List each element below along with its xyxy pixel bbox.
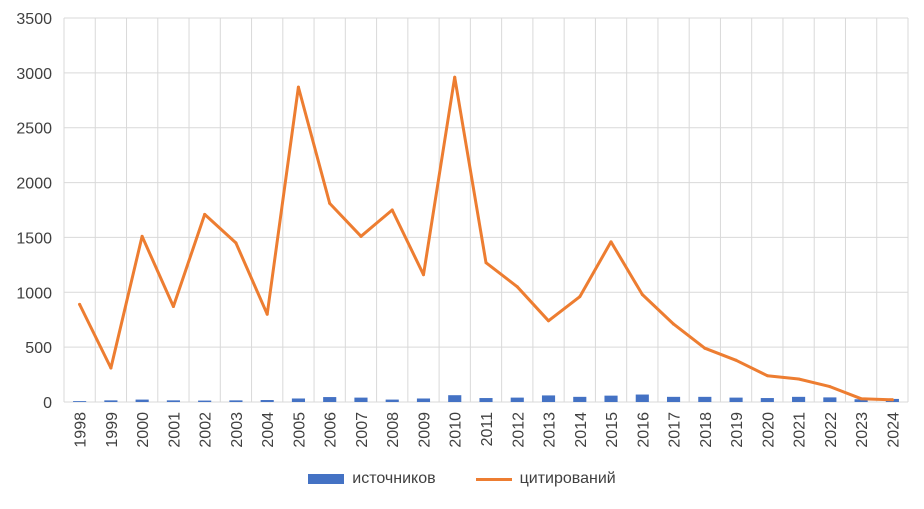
legend-item-bars: источников xyxy=(308,470,436,488)
x-tick-label: 2013 xyxy=(542,412,559,448)
bar xyxy=(541,395,556,402)
x-tick-label: 2018 xyxy=(698,412,715,448)
y-tick-label: 3000 xyxy=(16,66,52,83)
bar xyxy=(635,394,649,402)
x-tick-label: 2024 xyxy=(885,412,902,448)
bar xyxy=(385,399,399,402)
line-point xyxy=(296,85,300,89)
bar xyxy=(760,398,774,402)
bar xyxy=(854,399,868,402)
line-point xyxy=(78,302,82,306)
bar xyxy=(604,395,618,402)
legend-swatch-bars xyxy=(308,474,345,484)
line-point xyxy=(547,319,551,323)
x-tick-label: 2004 xyxy=(260,412,277,448)
series-line xyxy=(78,75,894,402)
y-tick-label: 1500 xyxy=(16,230,52,247)
line-point xyxy=(672,322,676,326)
legend-swatch-line xyxy=(475,477,512,481)
x-tick-label: 1998 xyxy=(73,412,90,448)
bar xyxy=(510,397,524,402)
line-point xyxy=(734,358,738,362)
legend: источников цитирований xyxy=(0,470,924,488)
y-tick-label: 500 xyxy=(25,340,52,357)
line-point xyxy=(390,208,394,212)
line-point xyxy=(703,346,707,350)
x-tick-label: 2003 xyxy=(229,412,246,448)
x-tick-label: 2007 xyxy=(354,412,371,448)
line-point xyxy=(640,292,644,296)
x-tick-label: 2006 xyxy=(323,412,340,448)
bar xyxy=(666,396,681,402)
bar xyxy=(229,400,243,402)
line-point xyxy=(234,241,238,245)
bar xyxy=(260,400,274,402)
line-point xyxy=(359,234,363,238)
line-point xyxy=(828,385,832,389)
bar xyxy=(73,401,87,402)
bar xyxy=(104,400,118,402)
line-point xyxy=(109,366,113,370)
x-tick-label: 2020 xyxy=(760,412,777,448)
bar xyxy=(291,398,306,402)
line-point xyxy=(265,312,269,316)
bar xyxy=(166,400,180,402)
x-tick-label: 2000 xyxy=(135,412,152,448)
x-tick-label: 2009 xyxy=(416,412,433,448)
line-point xyxy=(171,305,175,309)
line-point xyxy=(797,377,801,381)
bar xyxy=(698,396,712,402)
bar xyxy=(823,397,837,402)
y-tick-label: 3500 xyxy=(16,11,52,28)
x-tick-label: 2017 xyxy=(667,412,684,448)
x-tick-label: 2022 xyxy=(823,412,840,448)
bar xyxy=(792,396,806,402)
x-tick-label: 2023 xyxy=(854,412,871,448)
line-point xyxy=(859,397,863,401)
bar xyxy=(729,397,743,402)
line-point xyxy=(140,234,144,238)
bar xyxy=(416,398,431,402)
x-tick-label: 2010 xyxy=(448,412,465,448)
x-tick-label: 2002 xyxy=(198,412,215,448)
bar xyxy=(573,396,587,402)
line-point xyxy=(484,261,488,265)
line-point xyxy=(609,240,613,244)
line-point xyxy=(515,285,519,289)
line-point xyxy=(453,75,457,79)
bar xyxy=(354,397,368,402)
y-tick-label: 2000 xyxy=(16,176,52,193)
x-tick-label: 1999 xyxy=(104,412,121,448)
bar xyxy=(198,400,212,402)
x-tick-label: 2001 xyxy=(166,412,183,448)
x-tick-label: 2019 xyxy=(729,412,746,448)
line-point xyxy=(765,374,769,378)
y-tick-label: 0 xyxy=(43,395,52,412)
line-point xyxy=(578,295,582,299)
x-tick-label: 2021 xyxy=(792,412,809,448)
line-point xyxy=(890,398,894,402)
x-tick-label: 2015 xyxy=(604,412,621,448)
legend-item-line: цитирований xyxy=(475,470,616,488)
x-tick-label: 2012 xyxy=(510,412,527,448)
line-point xyxy=(203,212,207,216)
bar xyxy=(479,398,493,402)
x-tick-label: 2016 xyxy=(635,412,652,448)
x-tick-label: 2014 xyxy=(573,412,590,448)
line-point xyxy=(421,273,425,277)
legend-label-line: цитирований xyxy=(519,470,616,487)
x-tick-label: 2011 xyxy=(479,412,496,447)
x-tick-label: 2005 xyxy=(291,412,308,448)
bar xyxy=(448,395,462,402)
y-tick-label: 1000 xyxy=(16,285,52,302)
line-point xyxy=(328,201,332,205)
bar xyxy=(135,399,149,402)
x-tick-label: 2008 xyxy=(385,412,402,448)
bar xyxy=(323,397,337,402)
y-tick-label: 2500 xyxy=(16,121,52,138)
legend-label-bars: источников xyxy=(352,470,436,487)
